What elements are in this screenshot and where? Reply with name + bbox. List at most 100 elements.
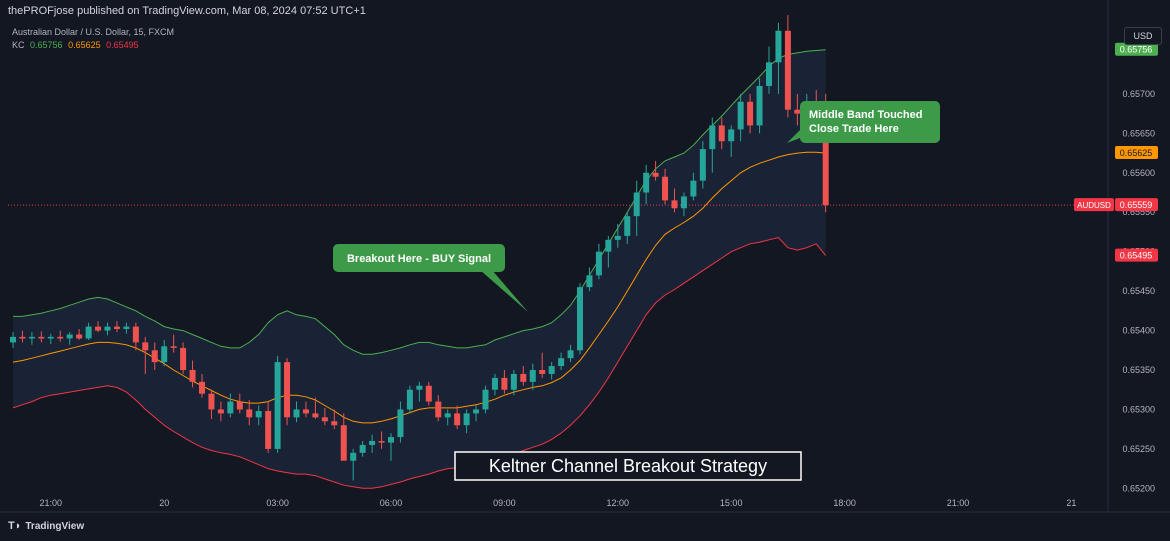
candle	[775, 22, 782, 94]
candle	[425, 381, 432, 406]
candle-body	[388, 437, 394, 443]
candle	[435, 395, 442, 422]
symbol-line: Australian Dollar / U.S. Dollar, 15, FXC…	[12, 27, 175, 37]
breakout-callout-pointer	[480, 270, 528, 312]
candle-body	[709, 125, 716, 150]
candle-body	[605, 239, 612, 252]
keltner-upper-band	[13, 49, 826, 355]
candle	[397, 401, 404, 443]
candle-body	[236, 401, 243, 410]
candle	[699, 141, 706, 189]
candle	[142, 336, 149, 374]
candle-body	[529, 370, 536, 382]
candle-body	[265, 411, 272, 449]
y-tick-label: 0.65650	[1122, 128, 1155, 138]
candle-body	[614, 235, 621, 240]
strategy-title: Keltner Channel Breakout Strategy	[489, 456, 767, 476]
candle-body	[435, 401, 442, 418]
candle-body	[10, 336, 16, 343]
keltner-channel-fill	[13, 49, 826, 489]
candle-body	[123, 326, 130, 329]
candle	[406, 385, 413, 414]
y-tick-label: 0.65350	[1122, 365, 1155, 375]
brand-label: TradingView	[25, 521, 85, 532]
price-tag	[1115, 248, 1158, 262]
candle-body	[577, 287, 583, 351]
candle-body	[690, 180, 697, 197]
candle	[586, 267, 593, 292]
symbol-price-tag	[1074, 198, 1114, 212]
candle-body	[340, 425, 347, 461]
candle-body	[227, 401, 234, 414]
x-tick-label: 21:00	[40, 498, 63, 508]
candle-body	[643, 172, 650, 193]
candle	[95, 321, 102, 333]
candle-body	[95, 326, 102, 331]
candle-body	[425, 385, 432, 402]
price-tag-label: 0.65625	[1120, 148, 1153, 158]
candle-body	[671, 200, 678, 209]
candle-body	[113, 326, 120, 329]
candle-body	[510, 373, 517, 390]
price-tag	[1115, 146, 1158, 160]
candle-body	[274, 362, 281, 449]
candle-body	[132, 326, 139, 343]
tradingview-icon: T◗	[8, 520, 22, 532]
candle	[302, 401, 309, 418]
candle	[180, 342, 187, 374]
candle	[416, 381, 423, 402]
candle-body	[737, 101, 744, 130]
candle	[274, 355, 281, 453]
candle-body	[57, 336, 64, 339]
candle	[671, 188, 678, 213]
y-tick-label: 0.65550	[1122, 207, 1155, 217]
candle-body	[312, 413, 319, 418]
candle	[321, 407, 328, 426]
strategy-title-box	[454, 451, 802, 481]
y-tick-label: 0.65700	[1122, 89, 1155, 99]
candle	[614, 224, 621, 248]
candle-body	[397, 409, 404, 438]
currency-button[interactable]: USD	[1124, 27, 1162, 45]
candle-body	[794, 109, 801, 114]
candle	[246, 399, 253, 426]
candle-body	[38, 336, 45, 339]
candle	[199, 373, 205, 398]
kc-upper-value: 0.65756	[30, 40, 63, 50]
y-tick-label: 0.65300	[1122, 404, 1155, 414]
candle-body	[293, 409, 300, 418]
candle-body	[822, 117, 829, 206]
candle-body	[444, 413, 451, 418]
breakout-callout-label: Breakout Here - BUY Signal	[347, 253, 491, 265]
candle	[605, 235, 612, 268]
candle-body	[756, 86, 763, 126]
x-tick-label: 20	[159, 498, 169, 508]
candle-body	[473, 409, 480, 414]
candle	[331, 409, 338, 430]
candle-body	[199, 381, 205, 394]
candle-body	[595, 251, 602, 276]
candle-body	[406, 389, 413, 410]
y-tick-label: 0.65400	[1122, 326, 1155, 336]
candle-body	[728, 129, 735, 142]
candle-body	[217, 409, 224, 414]
x-tick-label: 09:00	[493, 498, 516, 508]
candle	[454, 405, 461, 430]
candle	[217, 401, 224, 422]
candle	[189, 360, 196, 388]
candle-body	[662, 176, 669, 201]
candle	[208, 389, 215, 419]
candle	[510, 370, 517, 396]
candle-body	[454, 413, 461, 426]
candle	[444, 409, 451, 426]
candle-body	[255, 411, 262, 418]
candle-body	[775, 30, 782, 63]
tradingview-logo[interactable]: T◗ TradingView	[8, 520, 84, 532]
candle-body	[151, 350, 158, 363]
x-tick-label: 12:00	[607, 498, 630, 508]
y-tick-label: 0.65200	[1122, 483, 1155, 493]
x-tick-label: 21	[1066, 498, 1076, 508]
candle-body	[747, 101, 754, 126]
